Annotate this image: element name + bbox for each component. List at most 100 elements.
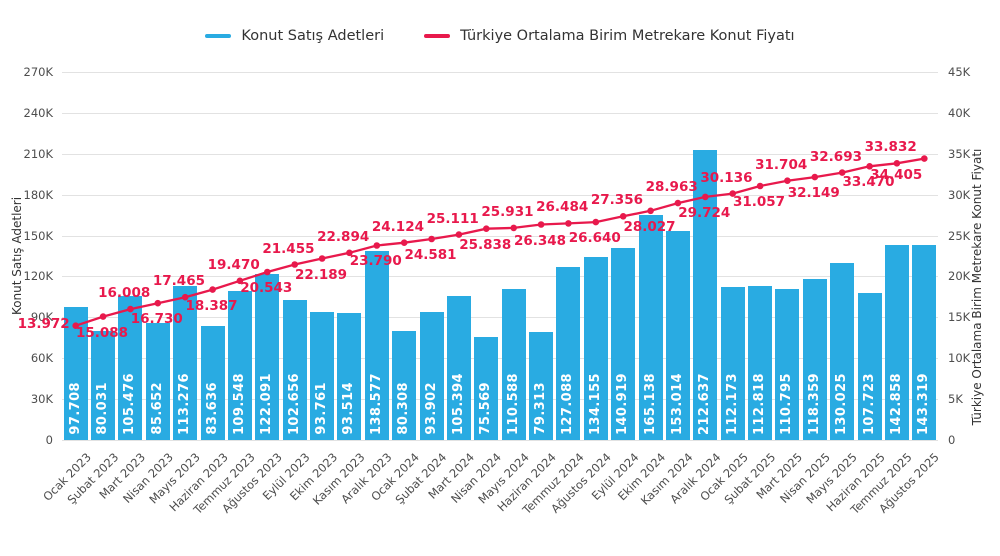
price-point-label: 25.838 xyxy=(459,236,512,253)
price-point-label: 20.543 xyxy=(240,280,293,296)
bar-value-label: 153.014 xyxy=(669,372,685,435)
bar-value-label: 80.308 xyxy=(396,382,412,435)
bar-value-label: 165.138 xyxy=(642,372,658,435)
bar-value-label: 80.031 xyxy=(95,382,111,435)
price-line-point[interactable] xyxy=(373,242,381,249)
grid-line xyxy=(62,72,938,73)
price-line-point[interactable] xyxy=(592,218,600,226)
bar[interactable] xyxy=(529,331,554,440)
price-point-label: 16.730 xyxy=(130,311,183,328)
price-point-label: 26.640 xyxy=(568,230,621,247)
price-point-label: 28.027 xyxy=(623,218,676,235)
right-axis-tick-label: 20K xyxy=(948,269,971,284)
grid-line xyxy=(62,153,938,155)
price-point-label: 16.008 xyxy=(98,285,151,302)
legend-item-konut-satis-adetleri[interactable]: Konut Satış Adetleri xyxy=(205,28,384,44)
bar[interactable] xyxy=(392,330,417,440)
price-point-label: 26.484 xyxy=(536,199,589,216)
price-point-label: 31.057 xyxy=(732,194,786,211)
bar[interactable] xyxy=(419,312,444,440)
price-point-label: 25.111 xyxy=(426,210,479,227)
bar[interactable] xyxy=(63,306,88,440)
left-axis-tick-label: 150K xyxy=(23,228,54,243)
price-point-label: 22.894 xyxy=(317,228,370,245)
bar-value-label: 93.761 xyxy=(314,382,330,435)
bar[interactable] xyxy=(91,330,116,440)
price-line-point[interactable] xyxy=(756,182,764,190)
bar-value-label: 107.723 xyxy=(861,372,877,435)
bar-value-label: 93.902 xyxy=(423,382,439,435)
bar[interactable] xyxy=(200,326,225,440)
bar-value-label: 109.548 xyxy=(231,372,247,435)
price-line-point[interactable] xyxy=(510,224,517,232)
price-line-point[interactable] xyxy=(784,177,791,184)
price-line-point[interactable] xyxy=(921,155,928,162)
price-line-point[interactable] xyxy=(318,255,326,262)
bar-value-label: 75.569 xyxy=(478,382,494,435)
bar[interactable] xyxy=(337,312,362,440)
right-axis-tick-label: 25K xyxy=(948,228,971,243)
left-axis-tick-label: 90K xyxy=(30,310,53,325)
grid-line xyxy=(62,112,938,114)
left-axis-tick-label: 180K xyxy=(23,187,54,202)
bar[interactable] xyxy=(145,323,170,440)
bar-value-label: 138.577 xyxy=(368,372,384,435)
left-axis-tick-label: 30K xyxy=(30,392,53,407)
price-point-label: 24.581 xyxy=(404,246,457,263)
bar-value-label: 85.652 xyxy=(149,382,165,435)
right-axis-tick-label: 10K xyxy=(948,351,971,366)
grid-line xyxy=(62,440,938,441)
bar-value-label: 140.919 xyxy=(615,372,631,435)
price-line-point[interactable] xyxy=(893,160,901,167)
bar-value-label: 83.636 xyxy=(204,382,220,435)
line-series-swatch xyxy=(424,34,451,38)
bar-value-label: 112.818 xyxy=(752,372,768,435)
price-point-label: 27.356 xyxy=(590,192,643,209)
left-axis-tick-label: 60K xyxy=(30,351,53,366)
right-axis-tick-label: 15K xyxy=(948,310,971,325)
price-line-point[interactable] xyxy=(154,299,162,307)
price-line-point[interactable] xyxy=(428,235,435,243)
bar-value-label: 212.637 xyxy=(697,372,713,435)
price-line-point[interactable] xyxy=(565,220,572,227)
left-axis-tick-label: 240K xyxy=(23,105,54,120)
bar-value-label: 134.155 xyxy=(587,372,603,435)
price-point-label: 32.693 xyxy=(809,148,862,165)
bar[interactable] xyxy=(310,312,335,440)
price-point-label: 31.704 xyxy=(755,156,808,173)
bar-value-label: 79.313 xyxy=(533,382,549,435)
price-point-label: 33.832 xyxy=(864,139,917,156)
price-point-label: 22.189 xyxy=(294,266,348,283)
price-point-label: 28.963 xyxy=(645,179,698,196)
bar[interactable] xyxy=(474,337,499,440)
grid-line xyxy=(62,358,938,360)
price-line-point[interactable] xyxy=(209,286,216,293)
bar-value-label: 110.588 xyxy=(505,372,521,435)
price-line-point[interactable] xyxy=(483,225,490,232)
price-line-point[interactable] xyxy=(647,207,654,215)
price-point-label: 24.124 xyxy=(371,218,424,235)
right-axis-tick-label: 35K xyxy=(948,146,971,161)
legend: Konut Satış Adetleri Türkiye Ortalama Bi… xyxy=(0,26,1000,46)
price-line-point[interactable] xyxy=(811,173,819,181)
left-axis-title: Konut Satış Adetleri xyxy=(10,196,24,316)
price-point-label: 34.405 xyxy=(870,166,923,183)
price-point-label: 21.455 xyxy=(262,240,315,257)
bar-value-label: 130.025 xyxy=(834,372,850,435)
bar-value-label: 102.656 xyxy=(286,372,302,435)
legend-item-ortalama-fiyat[interactable]: Türkiye Ortalama Birim Metrekare Konut F… xyxy=(424,28,795,44)
grid-line xyxy=(62,399,938,401)
bar-value-label: 97.708 xyxy=(67,382,83,435)
price-point-label: 30.136 xyxy=(700,169,753,186)
bar-value-label: 142.858 xyxy=(888,372,904,435)
right-axis-tick-label: 5K xyxy=(948,392,963,407)
bar-value-label: 122.091 xyxy=(259,372,275,435)
bar-value-label: 113.276 xyxy=(177,372,193,435)
bar-value-label: 112.173 xyxy=(724,372,740,435)
price-line-point[interactable] xyxy=(537,221,545,228)
price-point-label: 18.387 xyxy=(185,297,238,314)
right-axis-tick-label: 40K xyxy=(948,105,971,120)
price-line-point[interactable] xyxy=(400,239,408,246)
price-point-label: 13.972 xyxy=(17,315,70,332)
